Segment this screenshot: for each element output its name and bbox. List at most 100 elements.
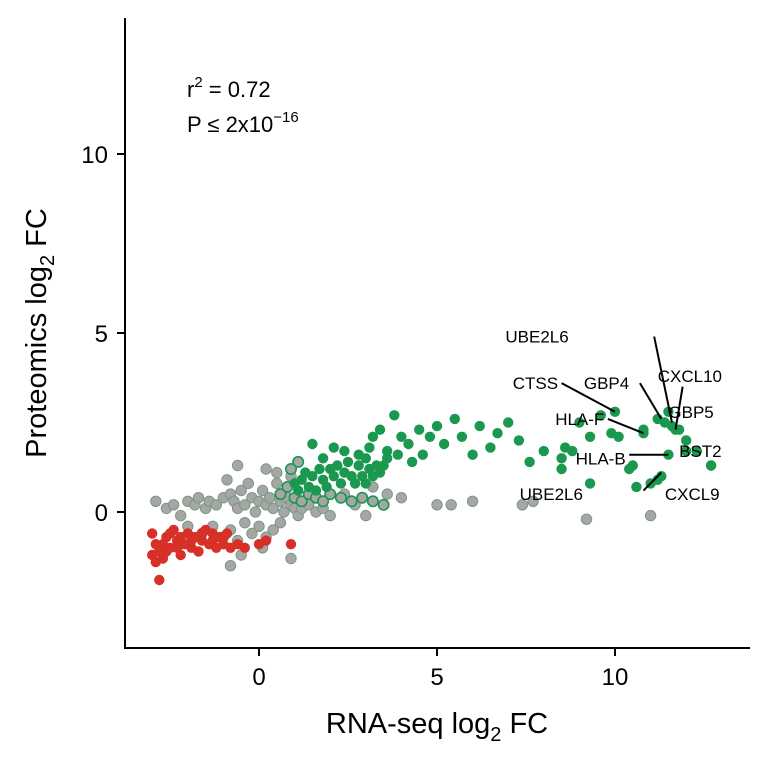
data-point-up (335, 478, 347, 489)
data-point-up (556, 463, 567, 475)
data-point-up (609, 406, 621, 417)
data-point-ns (246, 527, 258, 540)
data-point-up (360, 478, 371, 489)
r-squared-annotation: r2 = 0.72 (187, 74, 271, 102)
data-point-ns (242, 477, 255, 490)
data-point-up (705, 460, 717, 471)
data-point-down (260, 535, 272, 546)
data-point-ns (175, 509, 187, 522)
p-value-annotation: P ≤ 2x10−16 (187, 109, 299, 137)
data-point-ns (253, 520, 265, 532)
data-point-ns (235, 484, 247, 497)
y-tick-label: 5 (95, 321, 108, 348)
data-point-up (567, 445, 578, 457)
data-points (147, 406, 717, 586)
data-point-ns (249, 506, 262, 518)
data-point-up (656, 471, 667, 482)
data-point-up (659, 417, 670, 428)
data-point-up (681, 445, 692, 457)
data-point-up (492, 428, 503, 439)
data-point-up-outlined (345, 495, 358, 508)
y-axis-title: Proteomics log2 FC (21, 208, 59, 458)
data-point-up (485, 442, 496, 453)
data-point-up (627, 460, 638, 471)
data-point-ns (231, 459, 244, 472)
data-point-ns (271, 466, 283, 479)
x-axis-title: RNA-seq log2 FC (326, 708, 548, 746)
data-point-up (691, 445, 703, 457)
data-point-ns (210, 499, 223, 511)
data-point-ns (278, 506, 290, 518)
data-point-up (670, 424, 681, 435)
data-point-up-outlined (292, 455, 305, 468)
data-point-up (382, 445, 393, 457)
data-point-up (349, 478, 361, 489)
data-point-up-outlined (334, 491, 347, 504)
data-point-up (314, 463, 325, 475)
data-point-up (396, 431, 407, 442)
data-point-up-outlined (356, 491, 369, 504)
gene-label: HLA-F (555, 410, 604, 429)
data-point-up (474, 420, 485, 432)
data-point-down (175, 531, 186, 543)
data-point-ns (516, 499, 529, 511)
data-point-up (392, 449, 403, 460)
data-point-up (417, 449, 428, 460)
data-point-up (438, 438, 450, 450)
data-point-up (524, 456, 535, 468)
data-point-up-outlined (274, 488, 287, 501)
data-point-ns (256, 484, 269, 497)
data-point-up (467, 449, 478, 460)
data-point-ns (192, 492, 205, 504)
x-tick-label: 0 (252, 664, 265, 691)
data-point-up (513, 435, 525, 446)
data-point-down (218, 531, 229, 543)
data-point-up (638, 428, 649, 439)
y-tick-label: 10 (81, 142, 108, 169)
gene-label: CXCL10 (658, 367, 722, 386)
data-point-up (403, 438, 414, 450)
data-point-up (538, 445, 549, 457)
data-point-down (196, 528, 208, 539)
data-point-up-outlined (317, 495, 330, 508)
data-point-down (186, 535, 197, 546)
x-tick-label: 5 (430, 664, 443, 691)
data-point-up (328, 442, 339, 453)
data-point-up (342, 456, 354, 468)
data-point-ns (264, 492, 276, 504)
data-point-ns (167, 499, 180, 511)
label-leader-line (639, 382, 663, 420)
gene-label: CXCL9 (665, 485, 720, 504)
data-point-up-outlined (366, 495, 379, 508)
data-point-ns (224, 560, 237, 572)
data-point-down (164, 528, 176, 539)
data-point-ns (527, 495, 539, 507)
gene-label: GBP5 (668, 403, 713, 422)
data-point-ns (466, 495, 479, 507)
data-point-down (193, 546, 204, 557)
data-point-up (424, 431, 436, 442)
data-point-up (339, 445, 350, 457)
data-point-up (556, 453, 567, 464)
data-point-up (293, 485, 304, 496)
data-point-ns (324, 509, 336, 522)
data-point-up (307, 438, 318, 450)
data-point-ns (150, 495, 162, 507)
data-point-up (406, 456, 418, 468)
gene-label: GBP4 (584, 374, 629, 393)
data-point-ns (580, 513, 593, 525)
gene-label: UBE2L6 (505, 328, 568, 347)
data-point-ns (644, 509, 657, 522)
label-leader-line (674, 386, 684, 430)
data-point-up (456, 431, 468, 442)
data-point-down (285, 539, 297, 550)
data-point-up (631, 481, 642, 493)
data-point-up (595, 410, 606, 421)
data-point-ns (395, 492, 408, 504)
data-point-ns (274, 517, 287, 529)
data-point-down (207, 535, 218, 546)
data-point-up (317, 453, 329, 464)
data-point-up (414, 424, 425, 435)
data-point-up (360, 453, 371, 464)
